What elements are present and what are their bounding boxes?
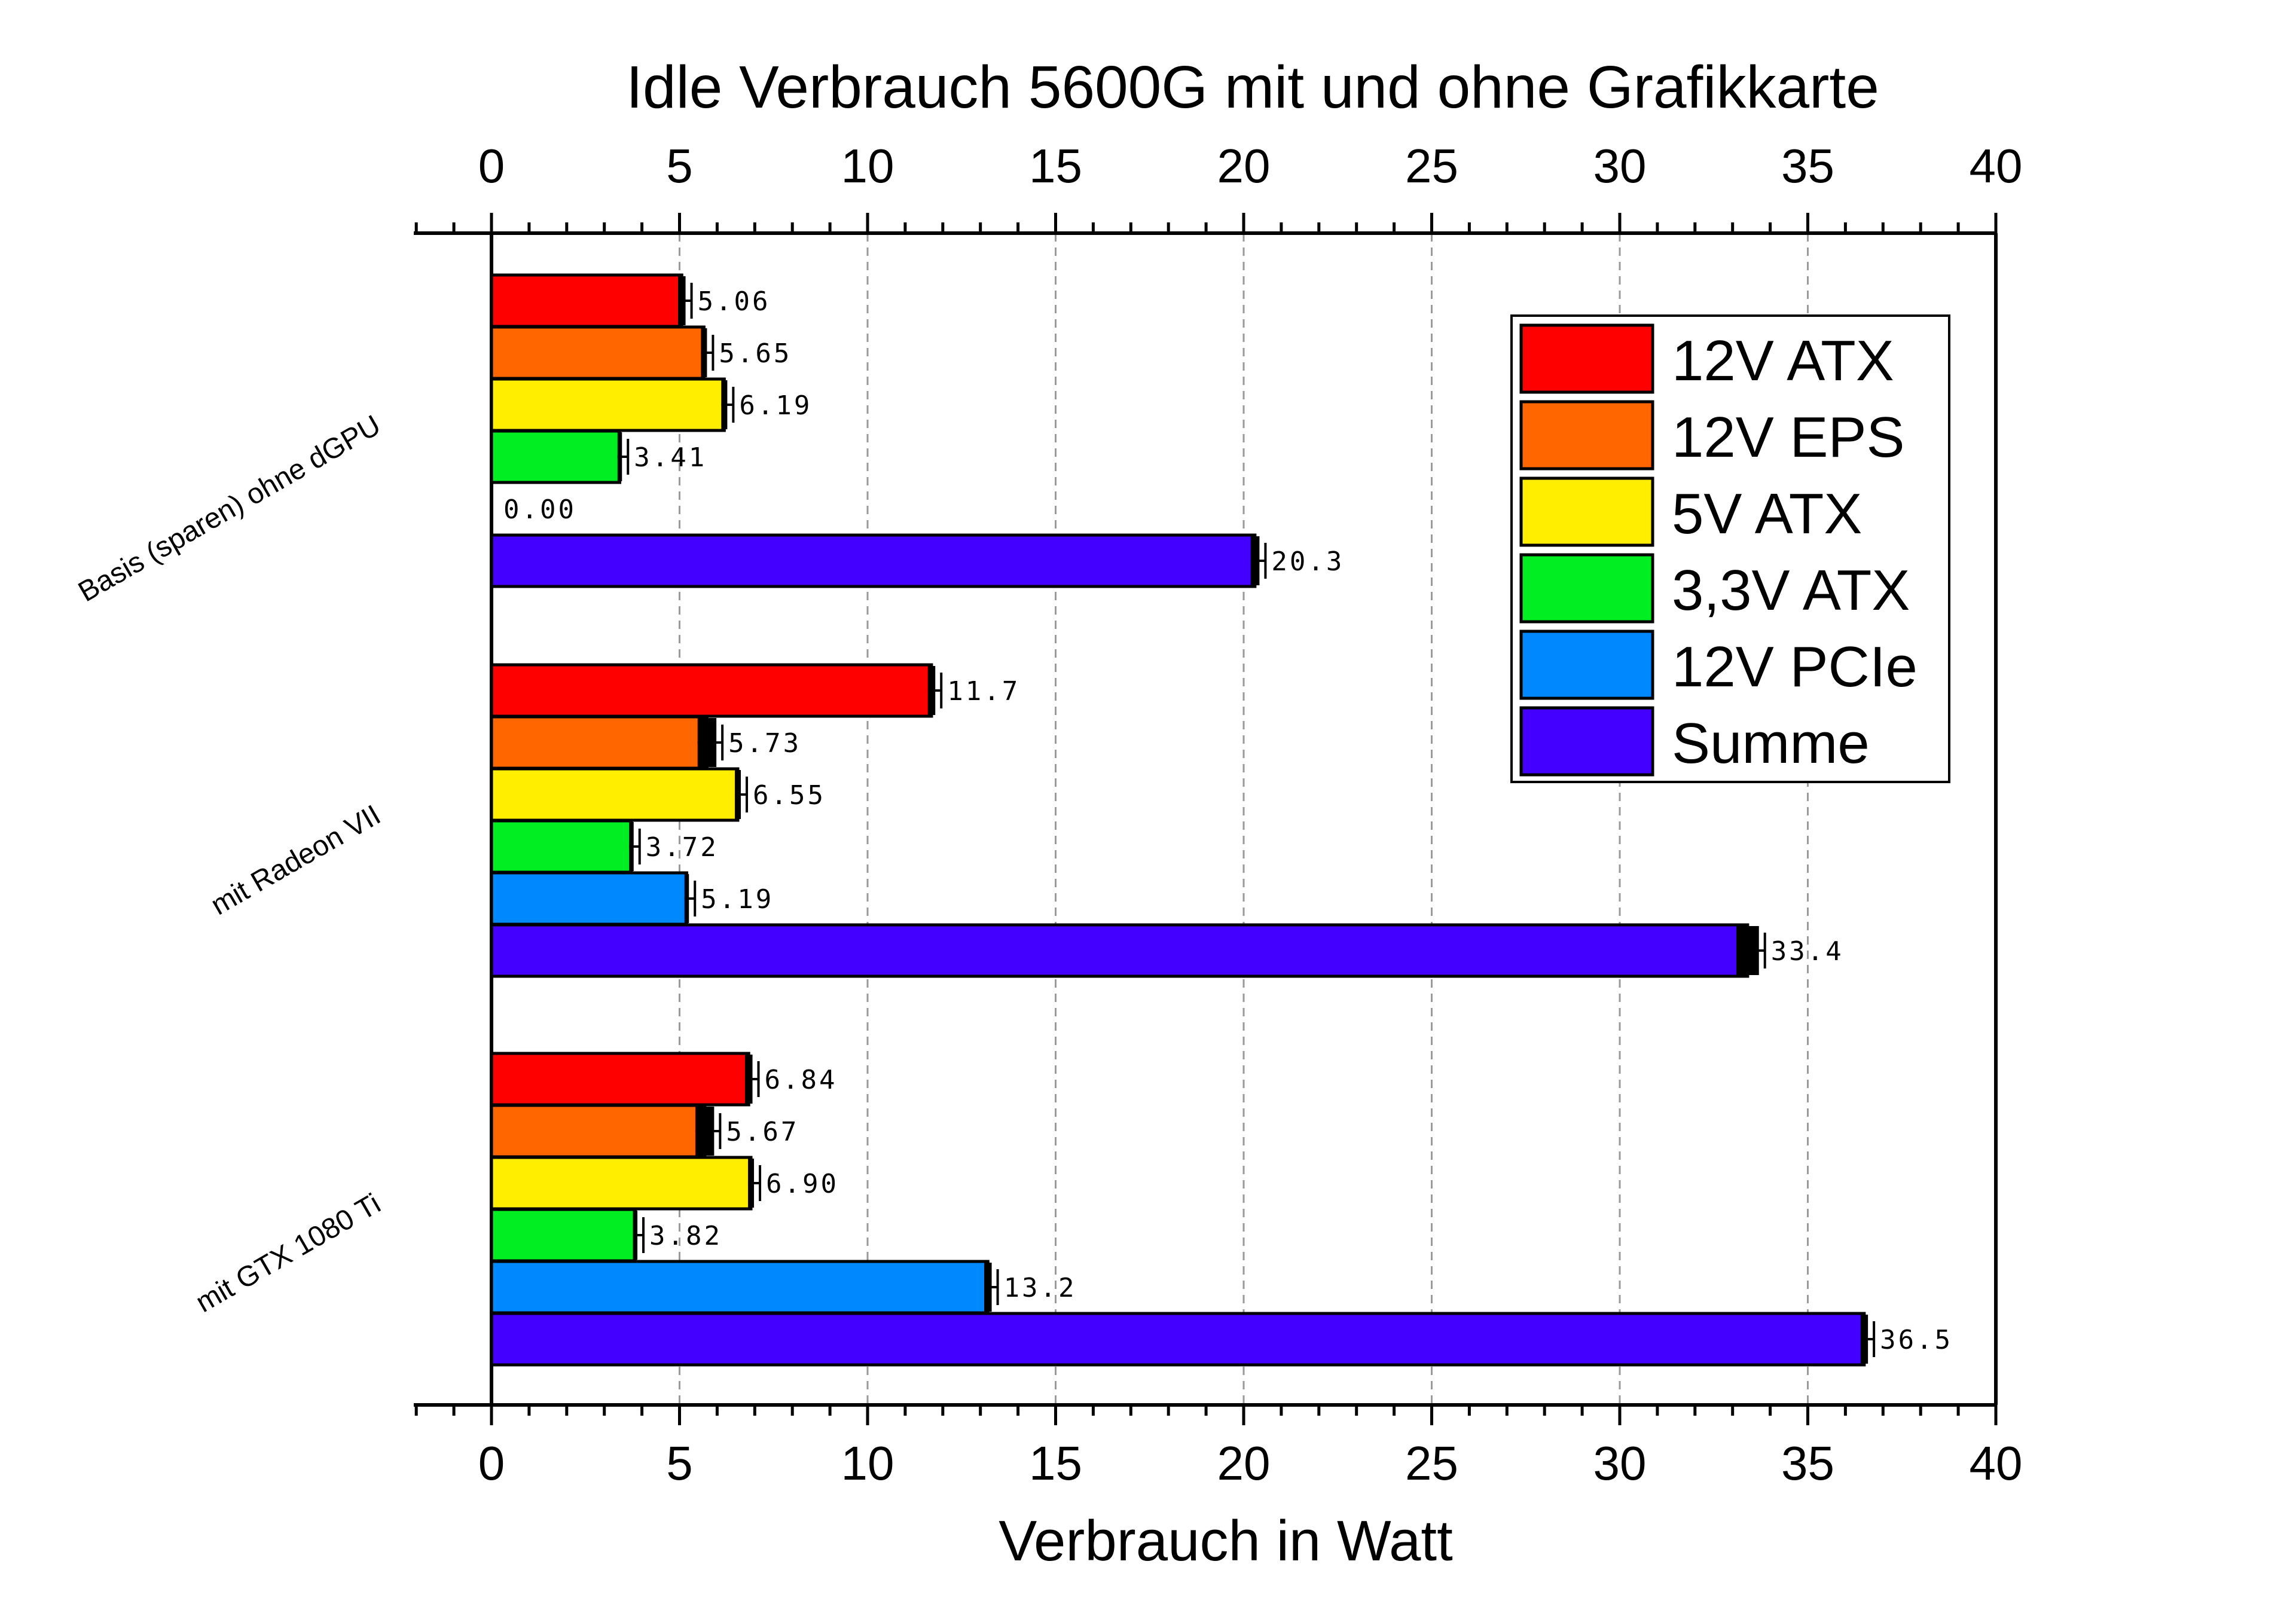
legend-label: Summe: [1672, 711, 1870, 775]
bottom-tick-label: 20: [1217, 1437, 1271, 1490]
bar: [490, 325, 706, 380]
top-tick-label: 10: [841, 139, 894, 193]
bottom-tick-label: 5: [666, 1437, 693, 1490]
bar: [490, 1208, 637, 1263]
data-label: 20.3: [1271, 546, 1344, 577]
data-label: 11.7: [947, 676, 1020, 707]
legend: 12V ATX 12V EPS 5V ATX 3,3V ATX 12V PCIe Summ…: [1510, 314, 1950, 783]
data-label: 5.73: [728, 728, 801, 759]
top-tick-label: 20: [1217, 139, 1271, 193]
data-label: 0.00: [503, 494, 576, 525]
top-tick-label: 40: [1970, 139, 2023, 193]
data-label: 3.82: [649, 1221, 722, 1251]
bar: [490, 429, 621, 484]
bar: [490, 1260, 990, 1315]
bar: [490, 767, 740, 822]
top-tick-label: 15: [1029, 139, 1082, 193]
bar: [490, 533, 1257, 588]
bar: [490, 377, 726, 432]
bar: [490, 871, 688, 926]
bottom-tick-label: 30: [1593, 1437, 1647, 1490]
bar: [490, 819, 633, 874]
bar: [490, 1104, 707, 1159]
legend-swatch: [1519, 476, 1654, 547]
bar: [490, 923, 1750, 978]
bar: [490, 715, 709, 770]
bottom-tick-label: 0: [478, 1437, 505, 1490]
value-labels: 5.06 5.65 6.19 3.41 0.00 20.3 11.7 5.73 6.55 3.72…: [503, 286, 1953, 1355]
top-tick-label: 0: [478, 139, 505, 193]
bar: [490, 1052, 750, 1107]
legend-swatch: [1519, 553, 1654, 624]
data-label: 3.72: [646, 832, 719, 863]
data-label: 3.41: [634, 442, 707, 473]
data-label: 13.2: [1004, 1273, 1077, 1303]
legend-label: 12V ATX: [1672, 329, 1894, 393]
legend-swatch: [1519, 400, 1654, 470]
bottom-axis-ticks: 0 5 10 15 20 25 30 35 40: [414, 1405, 2023, 1490]
legend-label: 5V ATX: [1672, 482, 1862, 546]
bar: [490, 1312, 1866, 1367]
bottom-tick-label: 10: [841, 1437, 894, 1490]
bar: [490, 663, 933, 718]
data-label: 5.06: [698, 286, 771, 317]
top-axis-ticks: 0 5 10 15 20 25 30 35 40: [414, 139, 2023, 233]
data-label: 33.4: [1771, 936, 1844, 967]
bottom-tick-label: 40: [1970, 1437, 2023, 1490]
top-tick-label: 25: [1405, 139, 1458, 193]
bottom-tick-label: 25: [1405, 1437, 1458, 1490]
data-label: 6.90: [766, 1169, 839, 1199]
data-label: 6.84: [765, 1065, 838, 1095]
data-label: 6.19: [739, 390, 812, 421]
top-tick-label: 35: [1781, 139, 1834, 193]
data-label: 6.55: [753, 780, 826, 811]
top-tick-label: 5: [666, 139, 693, 193]
top-tick-label: 30: [1593, 139, 1647, 193]
data-label: 36.5: [1880, 1325, 1953, 1355]
legend-swatch: [1519, 630, 1654, 700]
data-label: 5.65: [719, 338, 792, 369]
bars: [490, 273, 1876, 1367]
legend-label: 12V EPS: [1672, 405, 1905, 469]
legend-swatch: [1519, 323, 1654, 394]
data-label: 5.19: [701, 884, 774, 915]
bottom-tick-label: 35: [1781, 1437, 1834, 1490]
chart-title: Idle Verbrauch 5600G mit und ohne Grafik…: [626, 54, 1879, 121]
bar: [490, 273, 683, 328]
data-label: 5.67: [726, 1117, 799, 1147]
legend-label: 3,3V ATX: [1672, 558, 1910, 622]
bar: [490, 1156, 753, 1211]
bottom-tick-label: 15: [1029, 1437, 1082, 1490]
legend-label: 12V PCIe: [1672, 635, 1918, 699]
legend-swatch: [1519, 706, 1654, 777]
x-axis-label: Verbrauch in Watt: [999, 1509, 1452, 1573]
